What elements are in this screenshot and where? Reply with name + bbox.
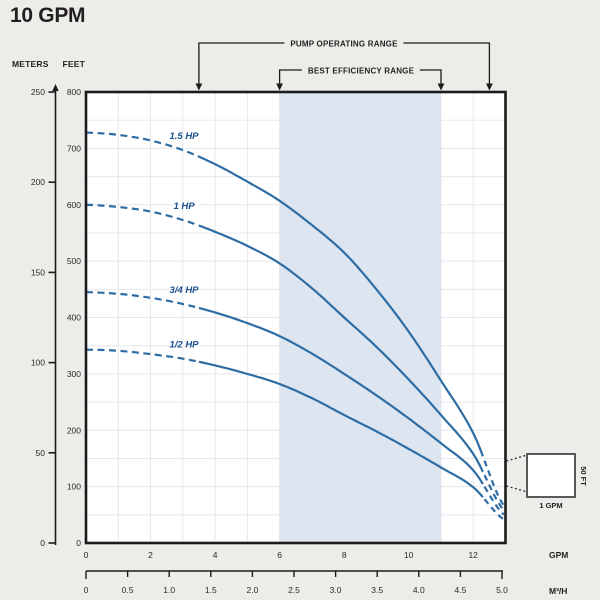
- meters-tick-label: 150: [31, 267, 45, 277]
- curve-3-4-hp: [198, 306, 484, 485]
- plot-border: [84, 90, 507, 545]
- curve-label-1.5-hp: 1.5 HP: [169, 131, 199, 142]
- m3h-tick-label: 1.5: [205, 585, 217, 595]
- m3h-tick-label: 1.0: [163, 585, 175, 595]
- best-efficiency-range-arrow: [276, 83, 283, 91]
- scale-box-connector-top: [506, 454, 528, 462]
- feet-tick-label: 500: [67, 256, 81, 266]
- feet-tick-label: 600: [67, 200, 81, 210]
- page-title: 10 GPM: [10, 4, 86, 27]
- curve-1-2-hp-dashed-start: [85, 348, 200, 363]
- feet-tick-label: 300: [67, 369, 81, 379]
- best-efficiency-range-arrow: [437, 83, 445, 91]
- feet-tick-label: 700: [67, 143, 81, 153]
- meters-tick-label: 250: [31, 87, 45, 97]
- gpm-tick-label: 2: [148, 550, 153, 560]
- pump-operating-range-arrow: [486, 83, 493, 91]
- gpm-tick-label: 10: [404, 550, 414, 560]
- meters-axis-header: METERS: [12, 59, 49, 69]
- m3h-tick-label: 2.0: [246, 585, 258, 595]
- m3h-tick-label: 0: [84, 585, 89, 595]
- curve-1-2-hp: [198, 360, 484, 498]
- m3h-tick-label: 2.5: [288, 585, 300, 595]
- feet-tick-label: 100: [67, 482, 81, 492]
- best-efficiency-band: [279, 92, 441, 543]
- curve-3-4-hp-dashed-start: [85, 291, 200, 309]
- pump-operating-range-label: PUMP OPERATING RANGE: [284, 39, 404, 49]
- feet-tick-label: 200: [67, 425, 81, 435]
- m3h-tick-label: 5.0: [496, 585, 508, 595]
- meters-tick-label: 100: [31, 358, 45, 368]
- gpm-tick-label: 8: [342, 550, 347, 560]
- curve-1-hp: [198, 224, 484, 473]
- feet-tick-label: 0: [76, 538, 81, 548]
- curve-label-1-2-hp: 1/2 HP: [169, 340, 199, 351]
- curve-1.5-hp-dashed-start: [85, 131, 200, 158]
- curve-label-1-hp: 1 HP: [173, 201, 195, 212]
- scale-box-connector-bottom: [506, 485, 528, 493]
- curve-1.5-hp: [198, 155, 484, 457]
- meters-axis-arrow: [52, 84, 59, 91]
- pump-operating-range-arrow: [195, 83, 203, 91]
- meters-tick-label: 200: [31, 177, 45, 187]
- m3h-tick-label: 4.0: [413, 585, 425, 595]
- m3h-unit-label: M³/H: [549, 586, 568, 596]
- feet-axis-header: FEET: [62, 59, 85, 69]
- m3h-tick-label: 0.5: [122, 585, 134, 595]
- feet-tick-label: 400: [67, 313, 81, 323]
- meters-tick-label: 50: [36, 448, 46, 458]
- curve-1-hp-dashed-end: [483, 474, 505, 512]
- feet-tick-label: 800: [67, 87, 81, 97]
- gpm-tick-label: 6: [277, 550, 282, 560]
- curve-1-2-hp-dashed-end: [483, 498, 505, 521]
- scale-box: [526, 453, 576, 498]
- pump-operating-range-bracket: [198, 42, 491, 85]
- scale-box-height-label: 50 FT: [579, 466, 588, 486]
- scale-box-width-label: 1 GPM: [539, 501, 563, 510]
- curve-label-3-4-hp: 3/4 HP: [169, 285, 199, 296]
- best-efficiency-range-label: BEST EFFICIENCY RANGE: [301, 66, 421, 76]
- gpm-tick-label: 12: [468, 550, 478, 560]
- m3h-tick-label: 3.5: [371, 585, 383, 595]
- meters-tick-label: 0: [40, 538, 45, 548]
- gpm-tick-label: 4: [213, 550, 218, 560]
- curve-1-hp-dashed-start: [85, 203, 200, 227]
- m3h-tick-label: 3.0: [330, 585, 342, 595]
- m3h-tick-label: 4.5: [454, 585, 466, 595]
- curve-1.5-hp-dashed-end: [483, 460, 505, 507]
- gpm-unit-label: GPM: [549, 550, 569, 560]
- gpm-tick-label: 0: [84, 550, 89, 560]
